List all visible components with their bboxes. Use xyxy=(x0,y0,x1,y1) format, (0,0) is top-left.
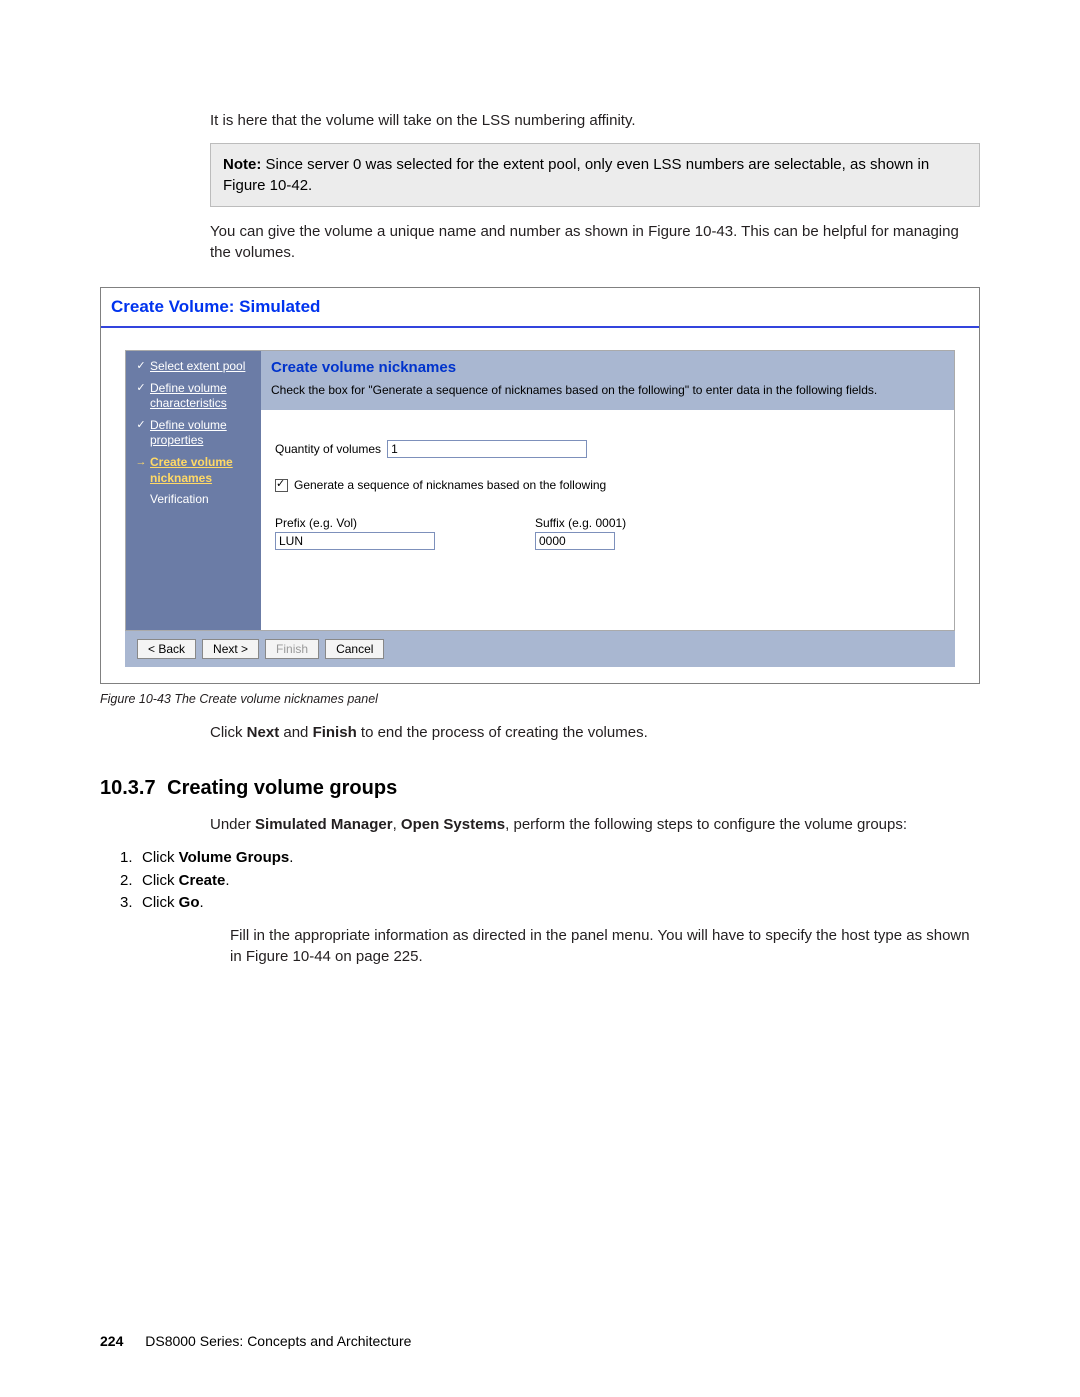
figure-caption: Figure 10-43 The Create volume nicknames… xyxy=(100,692,980,706)
prefix-input[interactable] xyxy=(275,532,435,550)
check-icon: ✓ xyxy=(134,359,148,373)
sidebar-item-label: Define volume characteristics xyxy=(150,381,253,412)
sidebar-item-verification[interactable]: Verification xyxy=(134,492,253,508)
prefix-label: Prefix (e.g. Vol) xyxy=(275,516,435,530)
paragraph-2: You can give the volume a unique name an… xyxy=(210,221,980,263)
section-heading: 10.3.7 Creating volume groups xyxy=(100,777,980,800)
form-area: Quantity of volumes Generate a sequence … xyxy=(261,410,954,630)
sidebar-item-label: Verification xyxy=(150,492,209,508)
footer-title: DS8000 Series: Concepts and Architecture xyxy=(145,1333,411,1349)
back-button[interactable]: < Back xyxy=(137,639,196,659)
wizard-window-title: Create Volume: Simulated xyxy=(101,288,979,328)
arrow-icon: → xyxy=(134,455,148,469)
finish-button[interactable]: Finish xyxy=(265,639,319,659)
wizard-main-panel: Create volume nicknames Check the box fo… xyxy=(261,351,954,630)
footer-page-number: 224 xyxy=(100,1333,123,1349)
panel-subtitle: Check the box for "Generate a sequence o… xyxy=(271,382,944,398)
wizard-sidebar: ✓ Select extent pool ✓ Define volume cha… xyxy=(126,351,261,630)
cancel-button[interactable]: Cancel xyxy=(325,639,384,659)
panel-header: Create volume nicknames Check the box fo… xyxy=(261,351,954,410)
step-2: 2. Click Create. xyxy=(120,870,980,893)
sidebar-item-define-properties[interactable]: ✓ Define volume properties xyxy=(134,418,253,449)
check-icon: ✓ xyxy=(134,381,148,395)
sidebar-item-create-nicknames[interactable]: → Create volume nicknames xyxy=(134,455,253,486)
generate-sequence-checkbox[interactable] xyxy=(275,479,288,492)
sidebar-item-define-characteristics[interactable]: ✓ Define volume characteristics xyxy=(134,381,253,412)
fill-info-text: Fill in the appropriate information as d… xyxy=(230,925,980,967)
sidebar-item-select-extent-pool[interactable]: ✓ Select extent pool xyxy=(134,359,253,375)
wizard-button-bar: < Back Next > Finish Cancel xyxy=(125,631,955,667)
checkbox-label: Generate a sequence of nicknames based o… xyxy=(294,478,606,492)
step-1: 1. Click Volume Groups. xyxy=(120,847,980,870)
sidebar-item-label: Create volume nicknames xyxy=(150,455,253,486)
sidebar-item-label: Select extent pool xyxy=(150,359,245,375)
suffix-label: Suffix (e.g. 0001) xyxy=(535,516,626,530)
ordered-steps: 1. Click Volume Groups. 2. Click Create.… xyxy=(120,847,980,915)
section-number: 10.3.7 xyxy=(100,777,156,800)
intro-paragraph: It is here that the volume will take on … xyxy=(210,110,980,131)
panel-title: Create volume nicknames xyxy=(271,359,944,376)
step-3: 3. Click Go. xyxy=(120,892,980,915)
next-button[interactable]: Next > xyxy=(202,639,259,659)
note-box: Note: Since server 0 was selected for th… xyxy=(210,143,980,207)
sidebar-item-label: Define volume properties xyxy=(150,418,253,449)
section-title: Creating volume groups xyxy=(167,777,397,800)
quantity-label: Quantity of volumes xyxy=(275,442,381,456)
check-icon: ✓ xyxy=(134,418,148,432)
suffix-input[interactable] xyxy=(535,532,615,550)
page-footer: 224 DS8000 Series: Concepts and Architec… xyxy=(100,1333,411,1349)
section-intro: Under Simulated Manager, Open Systems, p… xyxy=(210,814,980,835)
quantity-input[interactable] xyxy=(387,440,587,458)
note-text: Since server 0 was selected for the exte… xyxy=(223,156,929,194)
wizard-screenshot: Create Volume: Simulated ✓ Select extent… xyxy=(100,287,980,684)
click-next-finish-text: Click Next and Finish to end the process… xyxy=(210,722,980,743)
note-label: Note: xyxy=(223,156,261,173)
